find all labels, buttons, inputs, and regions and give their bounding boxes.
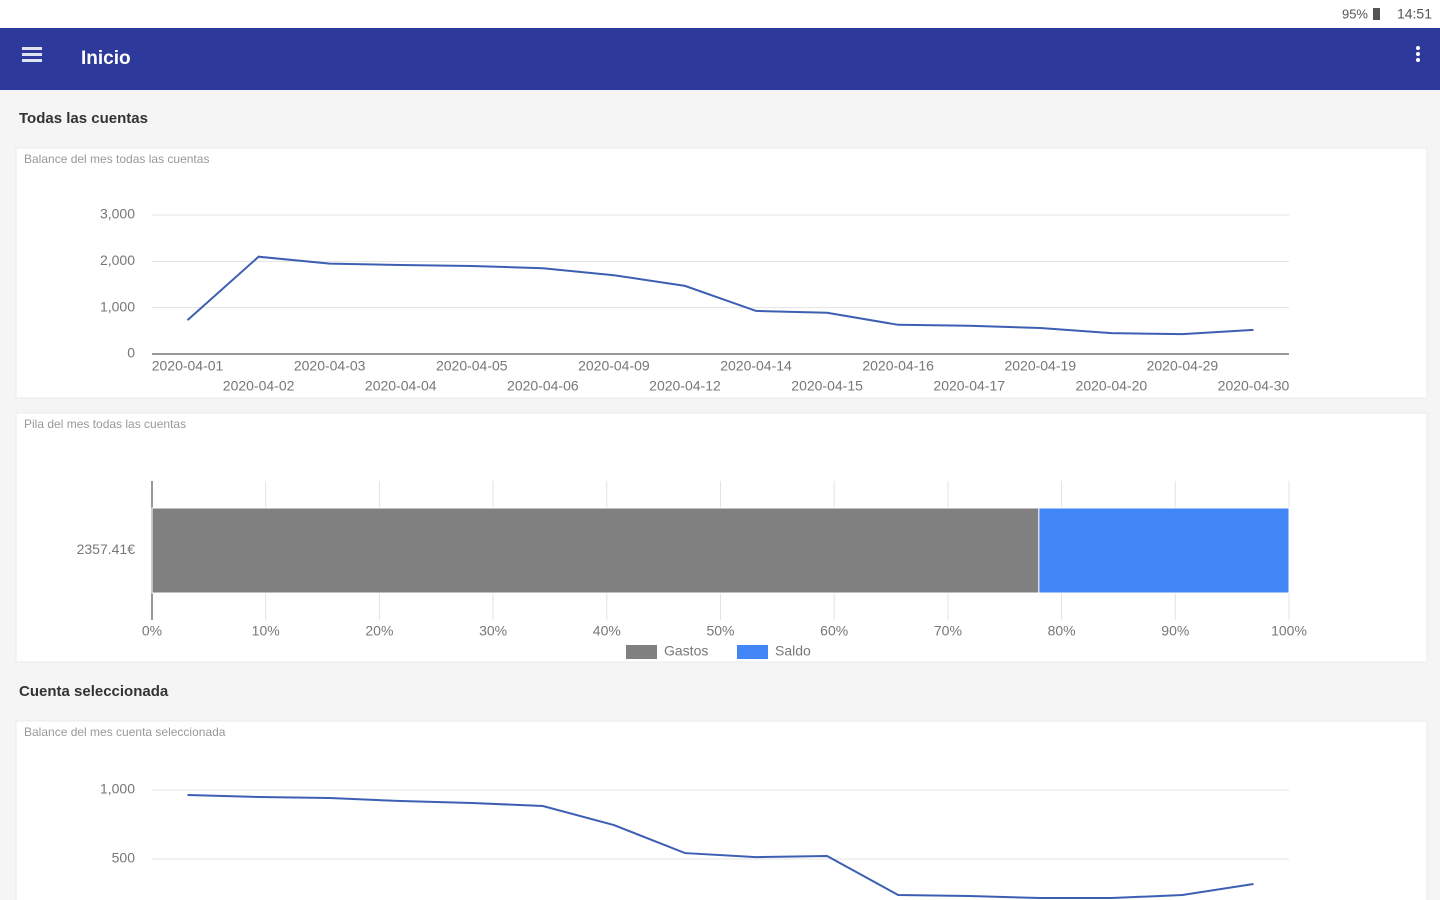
x-tick-label: 2020-04-14 (720, 358, 792, 374)
y-tick-label: 3,000 (100, 206, 135, 222)
x-tick-label: 100% (1271, 623, 1307, 639)
x-tick-label: 2020-04-15 (791, 378, 863, 394)
x-tick-label: 2020-04-02 (223, 378, 295, 394)
chart-title: Balance del mes cuenta seleccionada (24, 725, 226, 739)
x-tick-label: 2020-04-16 (862, 358, 934, 374)
x-tick-label: 70% (934, 623, 962, 639)
clock: 14:51 (1397, 6, 1432, 22)
battery: 95% (1342, 6, 1368, 21)
legend-label: Saldo (775, 643, 811, 659)
y-tick-label: 1,000 (100, 298, 135, 314)
x-tick-label: 80% (1048, 623, 1076, 639)
category-label: 2357.41€ (77, 541, 136, 557)
section-title: Cuenta seleccionada (19, 683, 169, 700)
section-title: Todas las cuentas (19, 110, 148, 127)
chart-card (15, 720, 1428, 900)
x-tick-label: 2020-04-20 (1076, 378, 1148, 394)
x-tick-label: 50% (706, 623, 734, 639)
legend-swatch (626, 645, 657, 659)
x-tick-label: 0% (142, 623, 162, 639)
legend-swatch (737, 645, 768, 659)
app-bar (0, 28, 1440, 90)
chart-card (15, 147, 1428, 399)
menu-button[interactable] (22, 47, 42, 62)
data-line (186, 255, 1254, 336)
x-tick-label: 2020-04-12 (649, 378, 721, 394)
x-tick-label: 2020-04-19 (1004, 358, 1076, 374)
x-tick-label: 10% (252, 623, 280, 639)
legend-label: Gastos (664, 643, 708, 659)
x-tick-label: 20% (365, 623, 393, 639)
x-tick-label: 2020-04-06 (507, 378, 579, 394)
x-tick-label: 2020-04-17 (933, 378, 1005, 394)
x-tick-label: 30% (479, 623, 507, 639)
x-tick-label: 40% (593, 623, 621, 639)
y-tick-label: 0 (127, 345, 135, 361)
x-tick-label: 2020-04-01 (152, 358, 224, 374)
status-bar (0, 0, 1440, 28)
x-tick-label: 90% (1161, 623, 1189, 639)
x-tick-label: 2020-04-09 (578, 358, 650, 374)
overflow-menu[interactable] (1416, 46, 1420, 62)
chart-title: Pila del mes todas las cuentas (24, 417, 186, 431)
chart-title: Balance del mes todas las cuentas (24, 152, 209, 166)
bar-segment (151, 507, 1040, 594)
x-tick-label: 60% (820, 623, 848, 639)
bar-segment (1038, 507, 1290, 594)
y-tick-label: 2,000 (100, 252, 135, 268)
app-title: Inicio (81, 48, 131, 69)
x-tick-label: 2020-04-05 (436, 358, 508, 374)
x-tick-label: 2020-04-03 (294, 358, 366, 374)
battery-icon (1373, 8, 1380, 20)
x-tick-label: 2020-04-29 (1147, 358, 1219, 374)
y-tick-label: 1,000 (100, 781, 135, 797)
x-tick-label: 2020-04-04 (365, 378, 437, 394)
x-tick-label: 2020-04-30 (1218, 378, 1290, 394)
y-tick-label: 500 (112, 850, 136, 866)
data-line (187, 793, 1254, 900)
